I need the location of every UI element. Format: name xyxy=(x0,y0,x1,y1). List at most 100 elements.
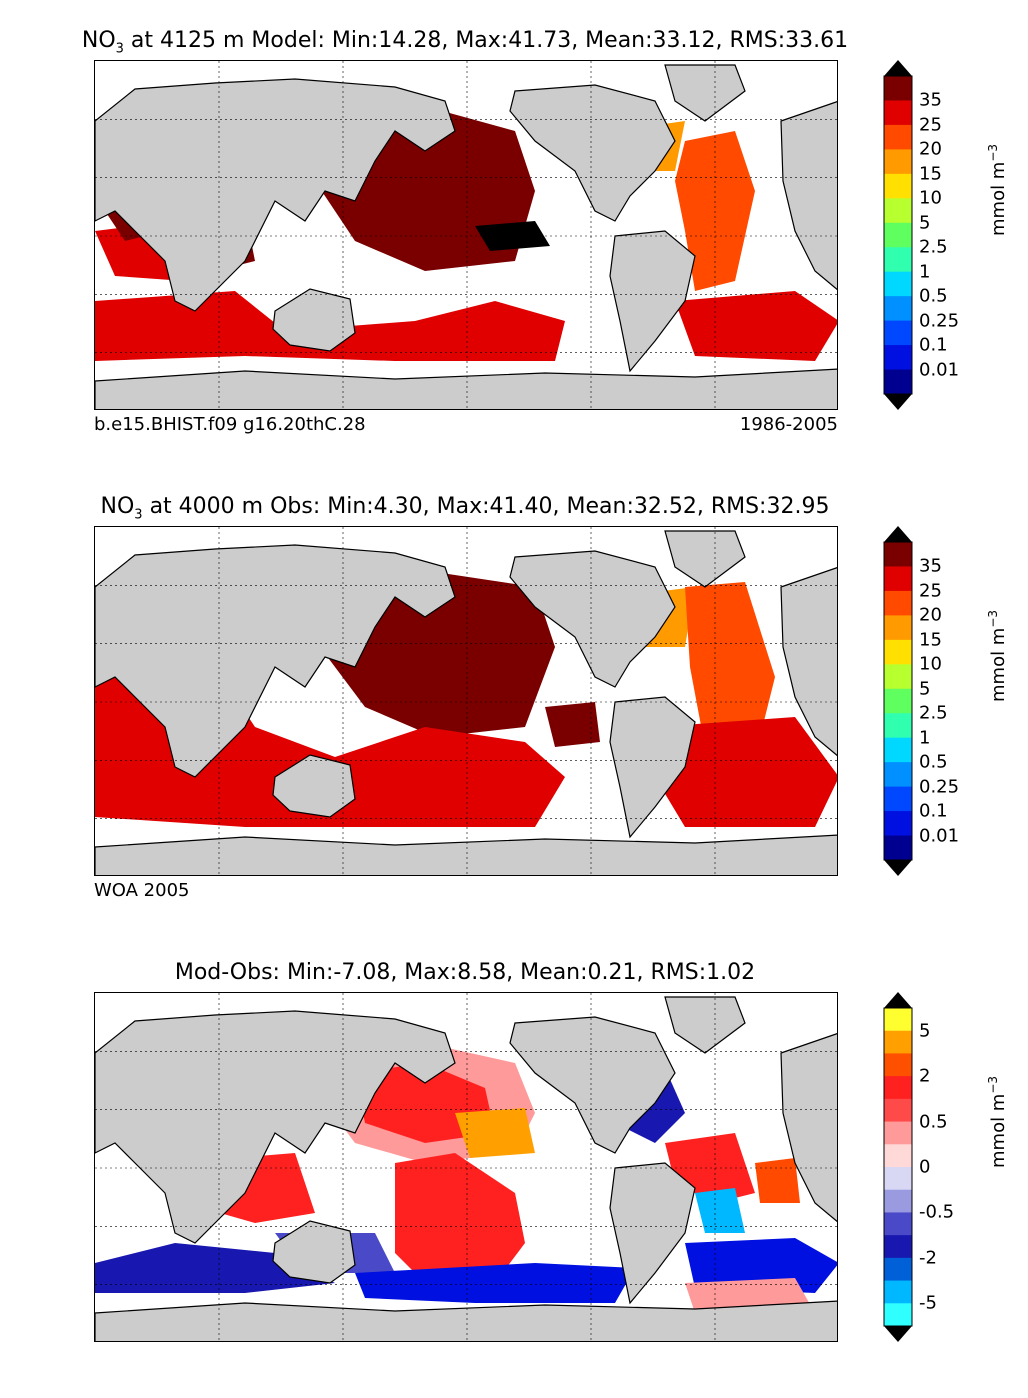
colorbar-tick-label: 25 xyxy=(919,580,942,602)
colorbar-tick-label: 15 xyxy=(919,163,942,185)
colorbar-segment xyxy=(884,1303,912,1327)
colorbar-tick-label: 0.1 xyxy=(919,334,948,356)
colorbar xyxy=(883,526,913,876)
colorbar-frame xyxy=(883,541,913,861)
colorbar-tick-label: 10 xyxy=(919,187,942,209)
colorbar-segment xyxy=(884,713,912,739)
colorbar-segment xyxy=(884,615,912,641)
colorbar-tick-label: 5 xyxy=(919,1020,931,1042)
colorbar-segment xyxy=(884,1030,912,1054)
continent-greenland xyxy=(664,64,746,122)
caption-case: b.e15.BHIST.f09 g16.20thC.28 xyxy=(94,414,366,435)
colorbar-segment xyxy=(884,1053,912,1077)
panel-diff: Mod-Obs: Min:-7.08, Max:8.58, Mean:0.21,… xyxy=(0,932,1028,1398)
continent-antarctica xyxy=(95,368,837,409)
colorbar-tick-label: 20 xyxy=(919,604,942,626)
colorbar-segment xyxy=(884,173,912,199)
colorbar-segment xyxy=(884,1008,912,1032)
colorbar-frame xyxy=(883,75,913,395)
colorbar-tick-label: 0.25 xyxy=(919,776,960,798)
continent-antarctica xyxy=(95,834,837,875)
colorbar-segment xyxy=(884,369,912,395)
colorbar-segment xyxy=(884,247,912,273)
field-region xyxy=(695,1188,745,1233)
continent-africa-eurasia xyxy=(95,1010,456,1244)
colorbar-segment xyxy=(884,1257,912,1282)
continent-greenland xyxy=(664,530,746,588)
continent-greenland xyxy=(664,996,746,1054)
colorbar-segment xyxy=(884,271,912,297)
field-region xyxy=(455,1108,535,1158)
colorbar-tick-label: -0.5 xyxy=(919,1201,955,1223)
colorbar-segment xyxy=(884,1189,912,1213)
colorbar-segment xyxy=(884,1098,912,1123)
field-region xyxy=(475,221,550,251)
field-region xyxy=(355,1263,635,1303)
colorbar-segment xyxy=(884,1212,912,1236)
colorbar-tick-label: 20 xyxy=(919,138,942,160)
colorbar-segment xyxy=(884,296,912,322)
continent-south-america xyxy=(609,696,696,839)
panel-title: NO3 at 4125 m Model: Min:14.28, Max:41.7… xyxy=(81,28,849,57)
colorbar-tick-label: 15 xyxy=(919,629,942,651)
colorbar-segment xyxy=(884,811,912,837)
map-diff xyxy=(94,992,838,1342)
colorbar-tick-label: 10 xyxy=(919,653,942,675)
colorbar-segment xyxy=(884,1076,912,1100)
colorbar-tick-label: 0.1 xyxy=(919,800,948,822)
colorbar-tick-label: 0.01 xyxy=(919,825,960,847)
colorbar-segment xyxy=(884,590,912,616)
continent-africa-east xyxy=(780,567,837,757)
colorbar-unit: mmol m−3 xyxy=(986,609,1009,702)
colorbar-tick-label: 2.5 xyxy=(919,236,948,258)
colorbar-segment xyxy=(884,320,912,346)
colorbar-segment xyxy=(884,124,912,150)
colorbar-tick-label: 5 xyxy=(919,678,931,700)
field-region xyxy=(95,291,565,361)
field-region xyxy=(685,582,775,757)
colorbar-tick-label: 0.01 xyxy=(919,359,960,381)
colorbar-arrow-bottom xyxy=(884,394,912,410)
continent-australia xyxy=(272,288,356,352)
colorbar-segment xyxy=(884,149,912,175)
colorbar-arrow-bottom xyxy=(884,1326,912,1342)
continent-africa-east xyxy=(780,1033,837,1223)
colorbar-frame xyxy=(883,1007,913,1327)
colorbar-tick-label: -2 xyxy=(919,1247,937,1269)
colorbar xyxy=(883,60,913,410)
colorbar-tick-label: 1 xyxy=(919,261,931,283)
field-region xyxy=(675,291,837,361)
continent-africa-east xyxy=(780,101,837,291)
colorbar-tick-label: 1 xyxy=(919,727,931,749)
field-region xyxy=(755,1158,800,1203)
colorbar-segment xyxy=(884,639,912,665)
map-model xyxy=(94,60,838,410)
field-region xyxy=(685,1238,837,1293)
colorbar-segment xyxy=(884,222,912,248)
continent-africa-eurasia xyxy=(95,78,456,312)
colorbar-unit: mmol m−3 xyxy=(986,143,1009,236)
colorbar-tick-label: 35 xyxy=(919,555,942,577)
colorbar-tick-label: 2 xyxy=(919,1065,931,1087)
panel-title: Mod-Obs: Min:-7.08, Max:8.58, Mean:0.21,… xyxy=(174,960,756,985)
colorbar-tick-label: 0.5 xyxy=(919,285,948,307)
colorbar-segment xyxy=(884,1121,912,1145)
continent-north-america xyxy=(509,1016,676,1154)
colorbar-tick-label: -5 xyxy=(919,1292,937,1314)
panel-obs: NO3 at 4000 m Obs: Min:4.30, Max:41.40, … xyxy=(0,466,1028,932)
panel-title: NO3 at 4000 m Obs: Min:4.30, Max:41.40, … xyxy=(100,494,830,523)
continent-australia xyxy=(272,1220,356,1284)
colorbar-segment xyxy=(884,1167,912,1191)
field-region xyxy=(395,1153,525,1293)
colorbar-unit: mmol m−3 xyxy=(986,1075,1009,1168)
caption-years: 1986-2005 xyxy=(739,414,838,435)
field-region xyxy=(655,717,837,827)
colorbar-segment xyxy=(884,762,912,788)
colorbar-tick-label: 0.5 xyxy=(919,1111,948,1133)
colorbar-arrow-top xyxy=(884,992,912,1008)
continent-australia xyxy=(272,754,356,818)
colorbar-tick-label: 25 xyxy=(919,114,942,136)
continent-antarctica xyxy=(95,1300,837,1341)
colorbar-tick-label: 0 xyxy=(919,1156,931,1178)
colorbar-tick-label: 2.5 xyxy=(919,702,948,724)
